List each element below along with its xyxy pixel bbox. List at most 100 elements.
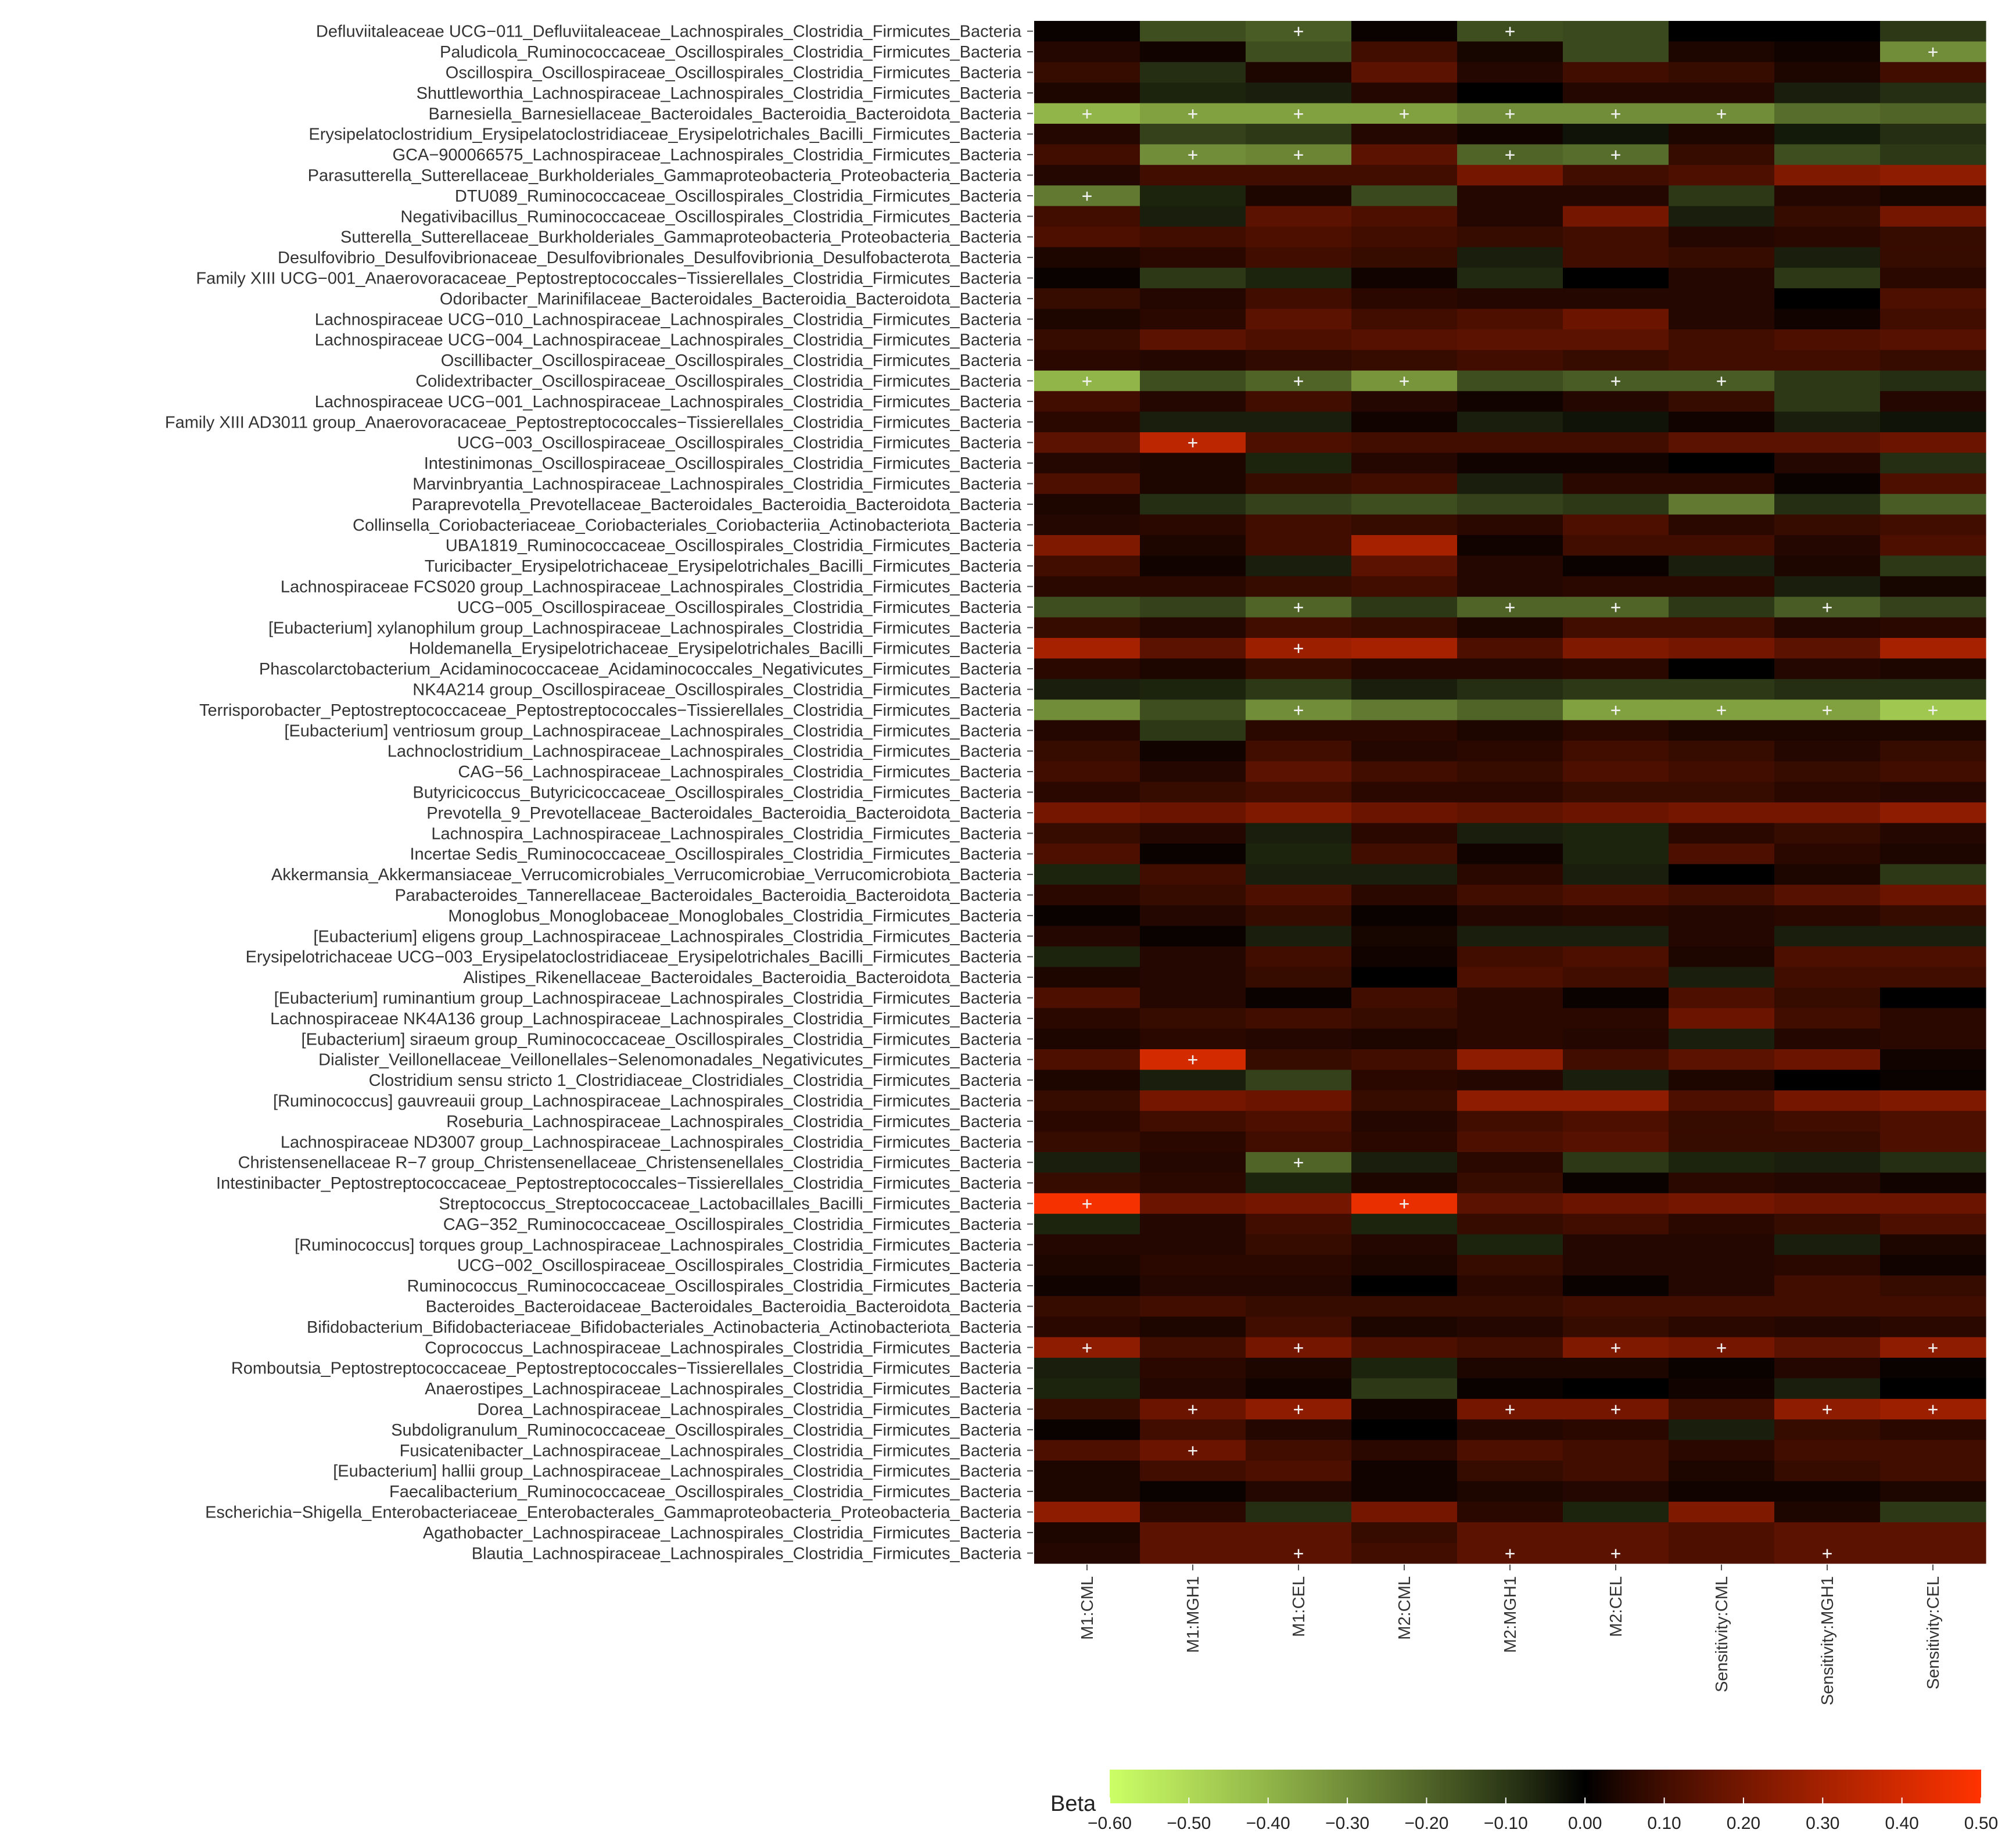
heatmap-cell — [1774, 1255, 1881, 1276]
row-label: Fusicatenibacter_Lachnospiraceae_Lachnos… — [400, 1441, 1022, 1460]
significance-mark: + — [1928, 1400, 1938, 1420]
heatmap-cell — [1246, 1275, 1352, 1297]
heatmap-cell — [1034, 453, 1140, 474]
heatmap-cell — [1669, 1378, 1775, 1400]
heatmap-cell — [1351, 1296, 1458, 1317]
row-label: Clostridium sensu stricto 1_Clostridiace… — [369, 1071, 1022, 1090]
heatmap-cell — [1774, 597, 1881, 618]
significance-mark: + — [1293, 1400, 1304, 1420]
heatmap-cell — [1034, 781, 1140, 803]
heatmap-cell — [1246, 864, 1352, 885]
heatmap-cell — [1880, 597, 1986, 618]
heatmap-cell — [1457, 1398, 1563, 1420]
heatmap-cell — [1457, 185, 1563, 207]
heatmap-cell — [1246, 267, 1352, 289]
heatmap-cell — [1669, 1111, 1775, 1132]
heatmap-cell — [1457, 1090, 1563, 1111]
heatmap-cell — [1246, 391, 1352, 412]
heatmap-cell — [1140, 1214, 1246, 1235]
significance-mark: + — [1293, 145, 1304, 165]
significance-mark: + — [1505, 21, 1515, 42]
heatmap-cell — [1351, 1481, 1458, 1502]
heatmap-cell — [1034, 1337, 1140, 1358]
heatmap-cell — [1563, 1255, 1669, 1276]
heatmap-cell — [1351, 164, 1458, 186]
heatmap-cell — [1774, 350, 1881, 371]
heatmap-cell — [1140, 103, 1246, 124]
heatmap-cell — [1880, 391, 1986, 412]
heatmap-cell — [1880, 1234, 1986, 1255]
heatmap-cell — [1034, 1028, 1140, 1050]
significance-mark: + — [1505, 597, 1515, 618]
heatmap-cell — [1563, 576, 1669, 597]
heatmap-cell — [1351, 1440, 1458, 1461]
heatmap-cell — [1351, 267, 1458, 289]
heatmap-cell — [1669, 308, 1775, 330]
heatmap-cell — [1351, 370, 1458, 392]
heatmap-cell — [1669, 62, 1775, 83]
heatmap-cell — [1034, 164, 1140, 186]
significance-mark: + — [1610, 1400, 1621, 1420]
heatmap-cell — [1246, 206, 1352, 227]
significance-mark: + — [1610, 1543, 1621, 1563]
heatmap-cell — [1880, 1358, 1986, 1379]
heatmap-cell — [1669, 1131, 1775, 1153]
legend-tick-label: −0.60 — [1088, 1814, 1132, 1833]
heatmap-cell — [1880, 41, 1986, 63]
heatmap-cell — [1140, 987, 1246, 1009]
heatmap-cell — [1457, 1501, 1563, 1523]
heatmap-cell — [1246, 1028, 1352, 1050]
heatmap-cell — [1774, 967, 1881, 988]
heatmap-cell — [1563, 247, 1669, 268]
heatmap-cell — [1457, 844, 1563, 864]
significance-mark: + — [1822, 1400, 1832, 1420]
heatmap-cell — [1034, 1440, 1140, 1461]
heatmap-cell — [1246, 21, 1352, 42]
heatmap-cell — [1351, 1378, 1458, 1400]
heatmap-cell — [1246, 1337, 1352, 1358]
heatmap-cell — [1457, 124, 1563, 145]
heatmap-cell — [1351, 781, 1458, 803]
row-label: Turicibacter_Erysipelotrichaceae_Erysipe… — [425, 557, 1022, 576]
heatmap-cell — [1563, 124, 1669, 145]
heatmap-cell — [1351, 62, 1458, 83]
heatmap-cell — [1351, 1111, 1458, 1132]
heatmap-cell — [1880, 658, 1986, 680]
heatmap-cell — [1669, 1152, 1775, 1173]
row-label: [Eubacterium] hallii group_Lachnospirace… — [333, 1462, 1022, 1481]
heatmap-cell — [1880, 679, 1986, 700]
heatmap-cell — [1774, 247, 1881, 268]
heatmap-cell — [1034, 617, 1140, 638]
heatmap-cell — [1880, 1419, 1986, 1441]
heatmap-cell — [1246, 350, 1352, 371]
heatmap-cell — [1140, 1461, 1246, 1481]
heatmap-cell — [1457, 350, 1563, 371]
heatmap-cell — [1034, 411, 1140, 433]
heatmap-cell — [1669, 1028, 1775, 1050]
heatmap-cell — [1457, 41, 1563, 63]
heatmap-cell — [1563, 1193, 1669, 1214]
row-label: Lachnospiraceae ND3007 group_Lachnospira… — [281, 1133, 1022, 1151]
heatmap-cell — [1351, 761, 1458, 783]
heatmap-cell — [1457, 1419, 1563, 1441]
heatmap-cell — [1034, 1398, 1140, 1420]
heatmap-cell — [1880, 1152, 1986, 1173]
heatmap-cell — [1034, 103, 1140, 124]
heatmap-cell — [1034, 185, 1140, 207]
heatmap-cell — [1034, 1008, 1140, 1029]
heatmap-cell — [1351, 720, 1458, 741]
row-label: Lachnospiraceae UCG−010_Lachnospiraceae_… — [315, 310, 1022, 329]
row-label: Family XIII AD3011 group_Anaerovoracacea… — [165, 413, 1022, 432]
row-label: Marvinbryantia_Lachnospiraceae_Lachnospi… — [412, 475, 1022, 494]
heatmap-cell — [1351, 41, 1458, 63]
heatmap-cell — [1140, 781, 1246, 803]
heatmap-cell — [1457, 1255, 1563, 1276]
heatmap-cell — [1351, 658, 1458, 680]
heatmap-cell — [1563, 987, 1669, 1009]
heatmap-cell — [1034, 267, 1140, 289]
heatmap-cell — [1880, 308, 1986, 330]
heatmap-cell — [1351, 946, 1458, 967]
row-label: Lachnospiraceae UCG−004_Lachnospiraceae_… — [315, 331, 1022, 350]
heatmap-cell — [1351, 1172, 1458, 1194]
heatmap-cell — [1880, 1378, 1986, 1400]
